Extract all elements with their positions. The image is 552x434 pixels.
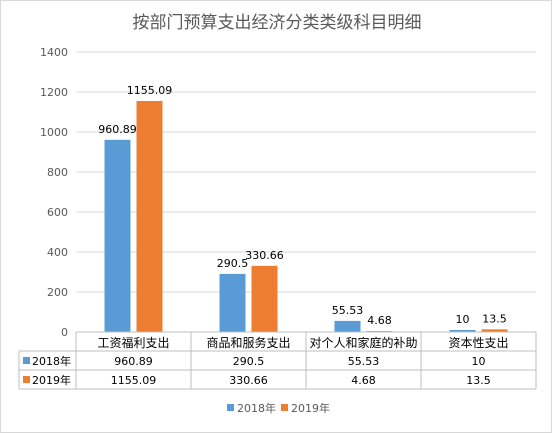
legend: 2018年 2019年 — [227, 401, 330, 415]
table-cell: 10 — [472, 355, 486, 368]
table-cell: 13.5 — [466, 374, 491, 387]
y-axis-ticks: 0 200 400 600 800 1000 1200 1400 — [40, 46, 68, 339]
bar — [449, 330, 476, 332]
legend-label: 2019年 — [291, 401, 330, 415]
legend-label: 2018年 — [237, 401, 276, 415]
data-label: 1155.09 — [127, 84, 173, 97]
bar — [481, 329, 508, 332]
table-series-name: 2019年 — [32, 373, 71, 387]
table-cell: 4.68 — [351, 374, 376, 387]
table-cell: 55.53 — [348, 355, 380, 368]
bar — [334, 320, 361, 332]
data-label: 10 — [456, 313, 470, 326]
y-tick-label: 400 — [47, 246, 68, 259]
bar — [251, 265, 278, 332]
y-tick-label: 800 — [47, 166, 68, 179]
table-cell: 290.5 — [233, 355, 265, 368]
bars — [104, 100, 508, 333]
data-label: 4.68 — [367, 314, 392, 327]
bar — [104, 139, 131, 332]
category-label: 工资福利支出 — [97, 335, 169, 350]
bar — [219, 273, 246, 332]
data-label: 290.5 — [217, 257, 249, 270]
category-label: 商品和服务支出 — [206, 335, 290, 350]
category-label: 对个人和家庭的补助 — [309, 335, 417, 350]
y-tick-label: 1000 — [40, 126, 68, 139]
bar — [136, 100, 163, 333]
y-tick-label: 1200 — [40, 86, 68, 99]
table-series-name: 2018年 — [32, 354, 71, 368]
table-cell: 960.89 — [114, 355, 153, 368]
y-tick-label: 200 — [47, 286, 68, 299]
table-cell: 330.66 — [229, 374, 268, 387]
data-label: 330.66 — [245, 249, 284, 262]
table-cell: 1155.09 — [111, 374, 157, 387]
data-label: 960.89 — [98, 123, 137, 136]
table-series-key — [23, 357, 30, 364]
data-label: 55.53 — [332, 304, 364, 317]
legend-swatch — [227, 404, 234, 411]
y-tick-label: 1400 — [40, 46, 68, 59]
table-series-key — [23, 376, 30, 383]
data-label: 13.5 — [482, 312, 507, 325]
legend-swatch — [281, 404, 288, 411]
y-tick-label: 0 — [61, 326, 68, 339]
chart-title: 按部门预算支出经济分类类级科目明细 — [133, 13, 422, 33]
data-labels: 960.89 290.5 55.53 10 1155.09 330.66 4.68 13.5 — [98, 84, 507, 327]
category-label: 资本性支出 — [448, 336, 508, 350]
data-table: 工资福利支出 商品和服务支出 对个人和家庭的补助 资本性支出 2018年 960.89 29… — [18, 331, 537, 390]
y-tick-label: 600 — [47, 206, 68, 219]
